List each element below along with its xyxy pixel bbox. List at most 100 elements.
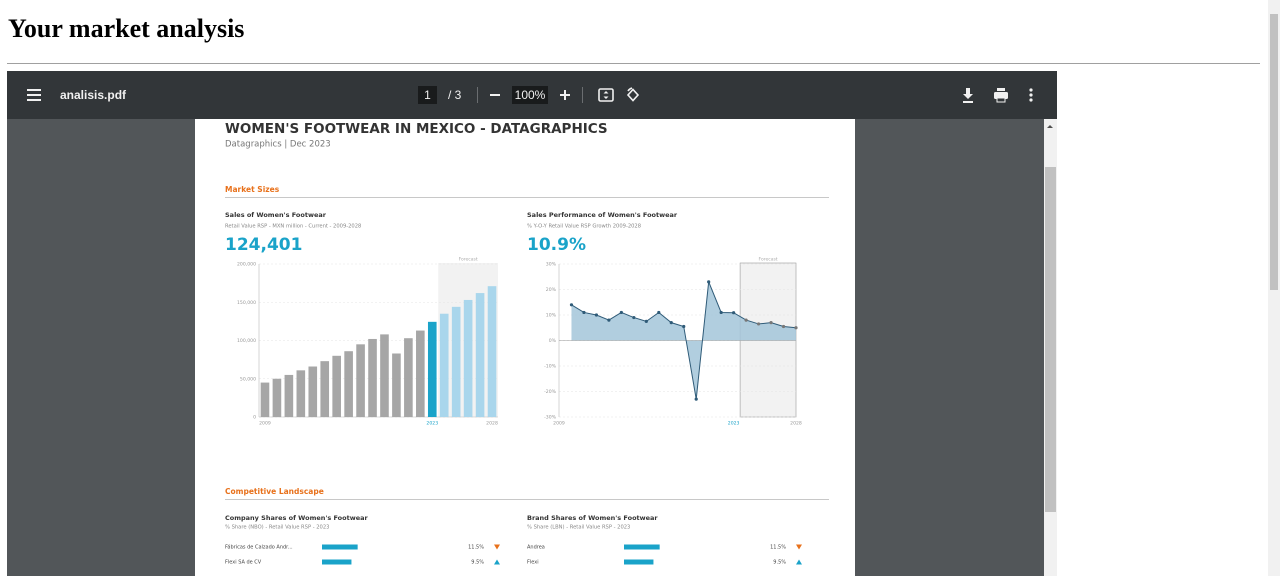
- bar: [368, 338, 377, 417]
- share-label: 9.5%: [773, 560, 786, 566]
- chart-title: Sales Performance of Women's Footwear: [527, 211, 678, 219]
- bar: [416, 330, 425, 417]
- bar: [308, 366, 318, 417]
- file-name: analisis.pdf: [60, 88, 127, 102]
- point: [756, 322, 761, 326]
- bar: [356, 344, 365, 417]
- headline-value: 10.9%: [527, 235, 586, 255]
- headline-value: 124,401: [225, 235, 302, 255]
- doc-title: WOMEN'S FOOTWEAR IN MEXICO - DATAGRAPHIC…: [225, 121, 608, 137]
- bar: [332, 355, 341, 417]
- point: [569, 303, 574, 307]
- share-bar: [624, 559, 654, 565]
- share-bar: [624, 544, 660, 550]
- table-subtitle: % Share (LBN) - Retail Value RSP - 2023: [527, 525, 630, 531]
- row-name: Flexi: [527, 560, 539, 566]
- y-tick-label: 0%: [549, 338, 557, 344]
- bar: [463, 299, 473, 417]
- page-title: Your market analysis: [8, 14, 245, 43]
- document-content: WOMEN'S FOOTWEAR IN MEXICO - DATAGRAPHIC…: [195, 119, 1057, 576]
- bar: [296, 370, 306, 417]
- bar: [475, 293, 485, 417]
- bar: [392, 353, 401, 417]
- y-tick-label: 200,000: [237, 262, 256, 268]
- point: [732, 311, 736, 315]
- point: [682, 324, 686, 329]
- share-label: 11.5%: [770, 545, 786, 551]
- x-tick-label: 2028: [790, 421, 802, 427]
- x-tick-label: 2009: [259, 421, 271, 427]
- zoom-in[interactable]: [560, 90, 570, 100]
- trend-arrow: [796, 544, 802, 550]
- divider: [7, 63, 1260, 64]
- bar: [404, 338, 413, 417]
- trend-arrow: [796, 559, 802, 565]
- row-name: Fábricas de Calzado Andr...: [225, 544, 293, 551]
- section-rule: [225, 197, 829, 198]
- point: [644, 319, 648, 323]
- toolbar-icons: [27, 87, 1033, 103]
- point: [669, 321, 673, 325]
- chart-subtitle: % Y-O-Y Retail Value RSP Growth 2009-202…: [527, 224, 641, 230]
- bar: [344, 351, 353, 417]
- fit-button[interactable]: [598, 88, 614, 102]
- rotate-button[interactable]: [626, 87, 640, 102]
- y-tick-label: 0: [253, 415, 256, 421]
- y-tick-label: 50,000: [240, 376, 256, 382]
- y-tick-label: 30%: [546, 262, 557, 268]
- bar: [320, 361, 330, 417]
- share-bar: [322, 544, 358, 550]
- bar: [427, 321, 437, 417]
- point: [594, 313, 599, 317]
- x-tick-label: 2023: [728, 421, 740, 427]
- toolbar: analisis.pdf 1 / 3 100%: [7, 71, 1057, 119]
- bar: [272, 378, 282, 417]
- bar: [260, 382, 270, 417]
- download-button[interactable]: [963, 88, 973, 103]
- bar: [380, 334, 389, 417]
- point: [707, 280, 711, 284]
- chart-title: Sales of Women's Footwear: [225, 211, 327, 219]
- section-heading: Competitive Landscape: [225, 487, 324, 496]
- table-title: Brand Shares of Women's Footwear: [527, 514, 658, 522]
- y-tick-label: -30%: [544, 415, 557, 421]
- point: [632, 315, 636, 320]
- point: [794, 326, 798, 330]
- point: [719, 310, 723, 315]
- zoom-out[interactable]: [490, 94, 500, 96]
- y-tick-label: 10%: [546, 313, 557, 319]
- y-tick-label: 100,000: [237, 338, 256, 344]
- menu-button[interactable]: [27, 89, 41, 101]
- print-button[interactable]: [994, 88, 1008, 103]
- point: [657, 310, 661, 315]
- y-tick-label: 20%: [546, 287, 557, 293]
- section-heading: Market Sizes: [225, 185, 280, 194]
- forecast-label: Forecast: [759, 257, 778, 263]
- x-tick-label: 2023: [426, 421, 438, 427]
- bar: [439, 313, 449, 417]
- section-rule: [225, 499, 829, 500]
- doc-subtitle: Datagraphics | Dec 2023: [225, 140, 331, 150]
- zoom-input[interactable]: 100%: [512, 86, 548, 104]
- page-input[interactable]: 1: [418, 86, 437, 104]
- row-name: Flexi SA de CV: [225, 560, 262, 566]
- separator: [477, 87, 478, 103]
- x-tick-label: 2009: [553, 421, 565, 427]
- share-label: 11.5%: [468, 545, 484, 551]
- point: [781, 324, 786, 329]
- scroll-arrow[interactable]: [1047, 125, 1053, 128]
- page-scrollbar: [1268, 0, 1280, 576]
- point: [619, 310, 623, 315]
- point: [694, 397, 698, 401]
- bar: [284, 374, 294, 417]
- more-button[interactable]: [1029, 88, 1033, 102]
- share-label: 9.5%: [471, 560, 484, 566]
- trend-arrow: [494, 544, 500, 550]
- point: [769, 321, 773, 325]
- page-scroll-thumb[interactable]: [1270, 14, 1278, 290]
- viewer-scroll-thumb[interactable]: [1045, 167, 1056, 512]
- y-tick-label: -10%: [544, 364, 557, 370]
- trend-arrow: [494, 559, 500, 565]
